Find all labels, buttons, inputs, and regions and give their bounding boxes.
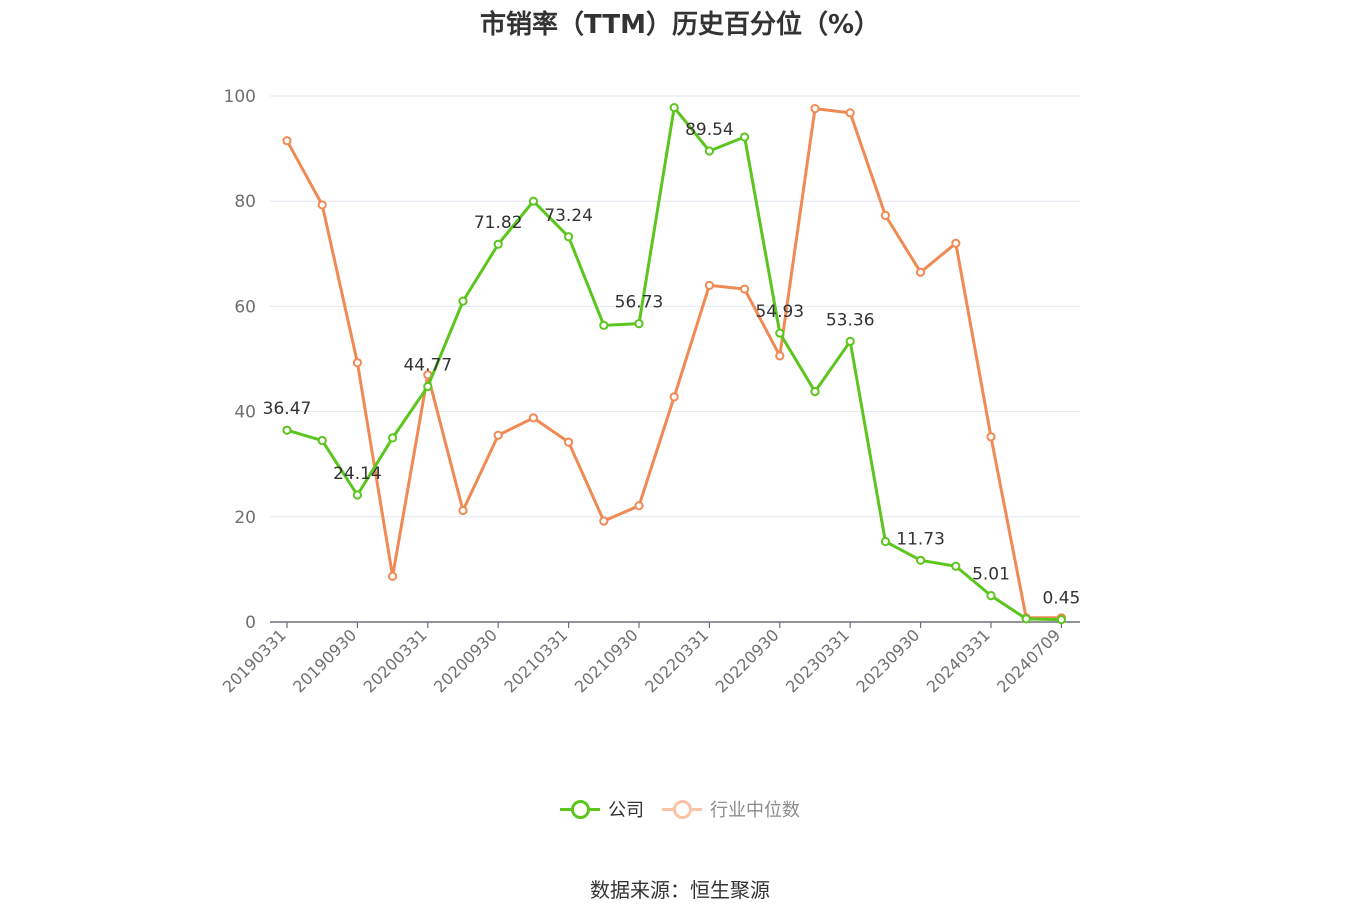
y-tick-label: 80 — [234, 192, 256, 212]
y-tick-label: 60 — [234, 297, 256, 317]
data-label: 89.54 — [685, 120, 734, 140]
x-tick-label: 20200331 — [360, 625, 431, 696]
legend-company-label: 公司 — [608, 800, 644, 821]
legend-item-company[interactable]: 公司 — [560, 796, 644, 822]
legend-company-swatch — [560, 799, 600, 819]
y-tick-label: 40 — [234, 403, 256, 423]
company-point — [352, 490, 362, 500]
x-tick-label: 20240331 — [923, 625, 994, 696]
data-label: 11.73 — [896, 529, 945, 549]
data-label: 56.73 — [615, 293, 664, 313]
company-point — [704, 146, 715, 156]
industry-point — [317, 200, 327, 210]
company-point — [388, 433, 398, 443]
industry-point — [282, 136, 292, 146]
company-point — [599, 320, 609, 330]
line-chart: 0 20 40 60 80 100 20190331 20190930 20200331 2020… — [219, 87, 1081, 696]
industry-point — [880, 210, 891, 221]
chart-title: 市销率（TTM）历史百分位（%） — [480, 10, 880, 40]
industry-point — [704, 280, 715, 290]
y-tick-label: 100 — [224, 87, 256, 107]
data-source: 数据来源：恒生聚源 — [590, 878, 770, 902]
x-tick-label: 20210331 — [500, 625, 571, 696]
x-tick-label: 20240709 — [993, 625, 1064, 696]
x-tick-label: 20190331 — [219, 625, 290, 696]
company-point — [1056, 615, 1067, 625]
industry-point — [669, 392, 679, 402]
data-labels: 36.47 24.14 44.77 71.82 73.24 56.73 89.54 54.93… — [263, 120, 1081, 609]
company-point — [845, 336, 855, 346]
legend: 公司 行业中位数 — [0, 796, 1360, 822]
industry-point — [775, 351, 785, 361]
industry-point — [986, 432, 996, 442]
company-point — [528, 196, 539, 206]
legend-item-industry-median[interactable]: 行业中位数 — [662, 796, 800, 822]
data-label: 54.93 — [755, 302, 804, 322]
industry-point — [810, 104, 820, 114]
industry-point — [493, 430, 503, 440]
legend-industry-label: 行业中位数 — [710, 800, 800, 821]
x-tick-label: 20190930 — [289, 625, 360, 696]
data-label: 53.36 — [826, 310, 875, 330]
company-point — [986, 591, 996, 601]
company-point — [282, 425, 292, 435]
company-point — [317, 435, 327, 446]
industry-point — [388, 571, 398, 581]
data-label: 71.82 — [474, 213, 523, 233]
company-point — [1021, 614, 1031, 624]
company-point — [740, 132, 750, 142]
x-tick-label: 20230331 — [782, 625, 853, 696]
industry-point — [458, 505, 468, 516]
x-tick-label: 20220331 — [641, 625, 712, 696]
x-tick-label: 20230930 — [852, 625, 923, 696]
company-point — [951, 561, 961, 571]
data-label: 5.01 — [972, 565, 1010, 585]
data-label: 36.47 — [263, 399, 312, 419]
data-label: 24.14 — [333, 464, 382, 484]
y-tick-label: 0 — [245, 613, 256, 633]
company-point — [564, 232, 574, 242]
company-point — [880, 536, 891, 547]
company-point — [493, 239, 503, 249]
industry-point — [564, 437, 574, 447]
company-point — [458, 296, 468, 306]
industry-point — [951, 238, 961, 248]
company-point — [669, 102, 679, 113]
x-tick-label: 20210930 — [571, 625, 642, 696]
industry-point — [634, 501, 644, 511]
company-point — [423, 381, 433, 392]
grid-lines — [270, 95, 1080, 518]
industry-point — [916, 267, 926, 277]
company-point — [810, 387, 820, 397]
company-point — [634, 319, 644, 329]
company-point — [775, 328, 785, 338]
industry-point — [740, 284, 750, 294]
industry-point — [528, 413, 539, 423]
legend-industry-swatch — [662, 799, 702, 819]
company-point — [916, 555, 926, 565]
y-tick-label: 20 — [234, 508, 256, 528]
data-label: 73.24 — [544, 206, 593, 226]
series-lines — [282, 102, 1067, 625]
x-tick-label: 20220930 — [712, 625, 783, 696]
data-label: 0.45 — [1042, 589, 1080, 609]
industry-point — [845, 108, 855, 118]
industry-point — [352, 358, 362, 368]
data-label: 44.77 — [403, 356, 452, 376]
x-tick-label: 20200930 — [430, 625, 501, 696]
industry-point — [599, 516, 609, 526]
axes: 0 20 40 60 80 100 20190331 20190930 20200331 2020… — [219, 87, 1080, 696]
